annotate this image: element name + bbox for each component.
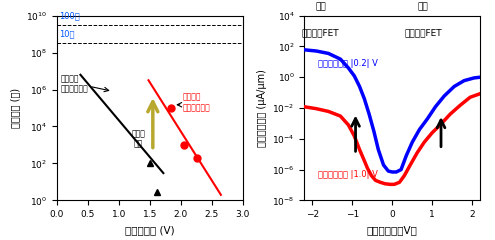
Text: ドレイン電圧 |1.0| V: ドレイン電圧 |1.0| V [318, 170, 378, 179]
Text: 10年: 10年 [59, 30, 75, 39]
Y-axis label: 長期对命 (秒): 長期对命 (秒) [10, 88, 20, 128]
Text: 大幅な
向上: 大幅な 向上 [132, 129, 146, 148]
Text: トンネル
トランジスタ: トンネル トランジスタ [183, 93, 210, 112]
Text: 負型: 負型 [315, 2, 326, 11]
Text: 100年: 100年 [59, 11, 80, 20]
Text: 正型: 正型 [418, 2, 429, 11]
Text: トンネルFET: トンネルFET [404, 29, 442, 38]
Text: トンネルFET: トンネルFET [302, 29, 340, 38]
X-axis label: ゲート電圧 (V): ゲート電圧 (V) [125, 225, 175, 235]
Text: ドレイン電圧 |0.2| V: ドレイン電圧 |0.2| V [318, 59, 378, 68]
Text: 電界効果
トランジスタ: 電界効果 トランジスタ [61, 74, 89, 94]
X-axis label: ゲート電圧（V）: ゲート電圧（V） [367, 225, 418, 235]
Y-axis label: ドレイン電流 (μA/μm): ドレイン電流 (μA/μm) [256, 69, 267, 147]
